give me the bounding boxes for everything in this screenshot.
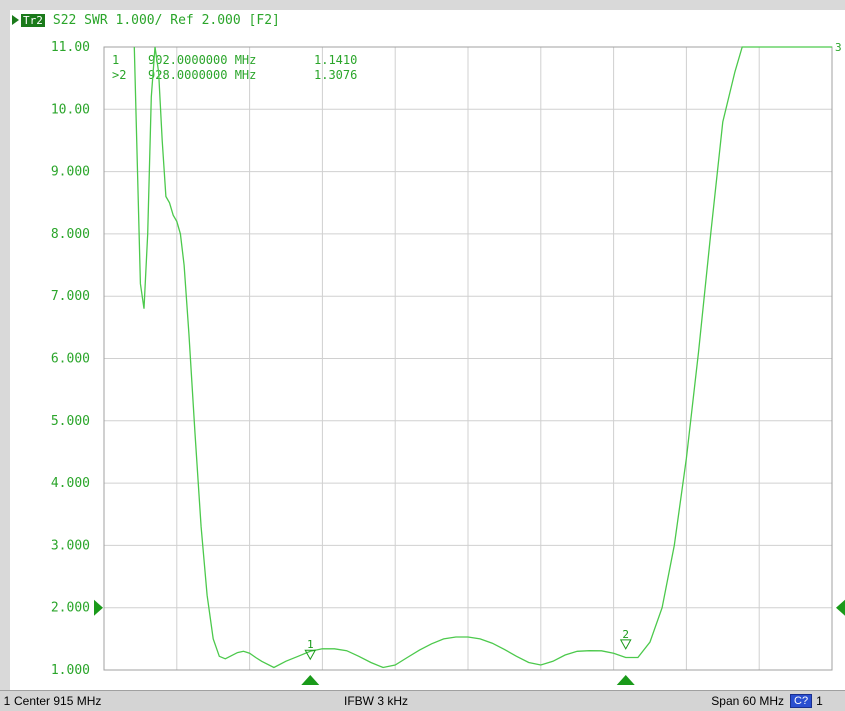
marker-2-symbol: [619, 639, 632, 650]
marker-row-value: 1.3076: [314, 68, 357, 82]
y-tick-label: 7.000: [51, 289, 90, 304]
channel-number[interactable]: 1: [3, 694, 11, 708]
y-tick-label: 10.00: [51, 102, 90, 117]
center-frequency[interactable]: Center 915 MHz: [14, 694, 102, 708]
top-border: [0, 0, 845, 10]
marker-table: 1 902.0000000 MHz 1.1410 >2 928.0000000 MHz 1…: [112, 53, 357, 82]
marker-row-frequency: 902.0000000 MHz: [148, 53, 256, 67]
marker-2-bottom-triangle: [616, 675, 635, 685]
right-labels: 3: [835, 41, 842, 54]
reference-arrow-right: [836, 599, 845, 616]
grid-lines: [104, 47, 832, 670]
ifbw-setting[interactable]: IFBW 3 kHz: [344, 694, 409, 708]
marker-1-symbol: [304, 649, 317, 661]
marker-1-bottom-triangle: [301, 675, 320, 685]
y-tick-label: 11.00: [51, 40, 90, 55]
reference-arrow-left: [94, 599, 103, 616]
status-extra: 1: [816, 694, 823, 708]
marker-symbols: 12: [301, 628, 635, 685]
reference-arrows: [94, 599, 845, 616]
y-tick-label: 9.000: [51, 165, 90, 180]
marker-row-id: 1: [112, 53, 119, 67]
status-bar: 1 Center 915 MHz IFBW 3 kHz Span 60 MHz …: [0, 690, 845, 711]
marker-row-frequency: 928.0000000 MHz: [148, 68, 256, 82]
trace-label[interactable]: S22 SWR 1.000/ Ref 2.000 [F2]: [52, 12, 280, 28]
trace-end-label: 3: [835, 41, 842, 54]
marker-row-value: 1.1410: [314, 53, 357, 67]
span-setting[interactable]: Span 60 MHz: [711, 694, 784, 708]
trace-badge[interactable]: Tr2: [21, 13, 45, 27]
marker-row-id: >2: [112, 68, 126, 82]
trace-header[interactable]: Tr2 S22 SWR 1.000/ Ref 2.000 [F2]: [12, 11, 280, 29]
y-tick-label: 2.000: [51, 601, 90, 616]
calibration-badge[interactable]: C?: [790, 694, 813, 708]
y-tick-labels: 11.00 10.00 9.000 8.000 7.000 6.000 5.000 4.000…: [51, 40, 90, 678]
marker-2-label: 2: [622, 628, 629, 641]
y-tick-label: 8.000: [51, 227, 90, 242]
left-border: [0, 10, 10, 690]
y-tick-label: 1.000: [51, 663, 90, 678]
swr-chart: 11.00 10.00 9.000 8.000 7.000 6.000 5.000 4.000…: [51, 40, 845, 685]
trace-line: [133, 46, 832, 669]
plot-frame: [103, 46, 833, 671]
y-tick-label: 3.000: [51, 538, 90, 553]
y-tick-label: 5.000: [51, 414, 90, 429]
y-tick-label: 4.000: [51, 476, 90, 491]
active-trace-triangle-icon: [12, 15, 19, 25]
marker-1-label: 1: [307, 638, 314, 651]
y-tick-label: 6.000: [51, 352, 90, 367]
